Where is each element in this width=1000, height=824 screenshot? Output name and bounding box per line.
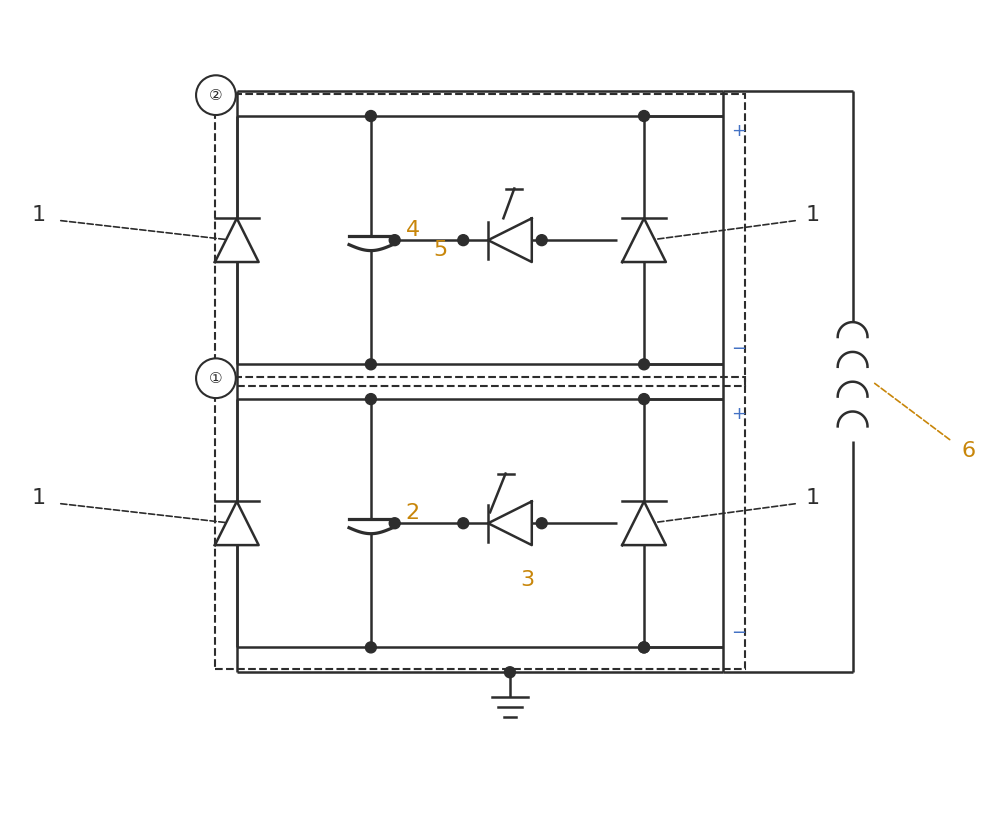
Text: 4: 4 [406, 220, 420, 241]
Circle shape [639, 110, 649, 121]
Circle shape [458, 235, 469, 246]
Polygon shape [215, 501, 259, 545]
Text: 5: 5 [433, 240, 448, 260]
Circle shape [389, 235, 400, 246]
Text: +: + [731, 405, 746, 423]
Polygon shape [488, 218, 532, 262]
Text: 1: 1 [31, 205, 45, 225]
Text: +: + [731, 122, 746, 140]
Polygon shape [622, 218, 666, 262]
Polygon shape [488, 501, 532, 545]
Polygon shape [215, 218, 259, 262]
Text: 3: 3 [520, 570, 534, 590]
Circle shape [365, 394, 376, 405]
Text: 6: 6 [962, 441, 976, 461]
Text: −: − [731, 624, 747, 642]
Text: ②: ② [209, 87, 223, 103]
Circle shape [504, 667, 515, 677]
Circle shape [365, 642, 376, 653]
Text: 1: 1 [806, 205, 820, 225]
Text: 1: 1 [31, 489, 45, 508]
Polygon shape [622, 501, 666, 545]
Text: 1: 1 [806, 489, 820, 508]
Circle shape [365, 110, 376, 121]
Circle shape [196, 358, 236, 398]
Circle shape [639, 642, 649, 653]
Circle shape [639, 642, 649, 653]
Text: 2: 2 [406, 503, 420, 523]
Circle shape [196, 75, 236, 115]
Circle shape [536, 517, 547, 529]
Circle shape [458, 517, 469, 529]
Text: −: − [731, 340, 747, 358]
Circle shape [365, 359, 376, 370]
Circle shape [389, 517, 400, 529]
Circle shape [536, 235, 547, 246]
Text: ①: ① [209, 371, 223, 386]
Circle shape [639, 359, 649, 370]
Circle shape [639, 394, 649, 405]
